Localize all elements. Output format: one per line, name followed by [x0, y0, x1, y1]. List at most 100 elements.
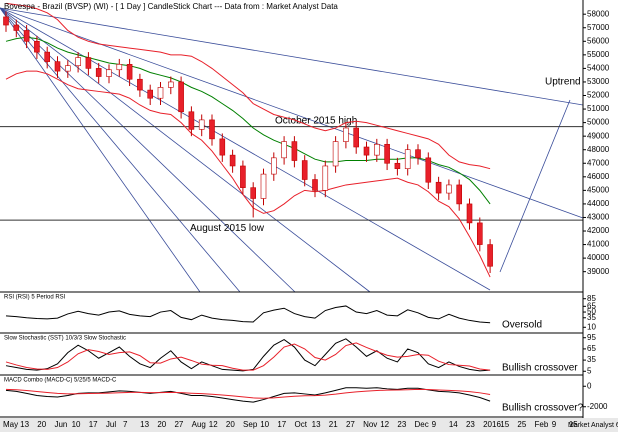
chart-title: Bovespa - Brazil (BVSP) (WI) - [ 1 Day ]…: [4, 2, 338, 11]
fan-line: [0, 7, 491, 291]
candle-body: [466, 203, 473, 224]
y-tick-label: 51000: [587, 104, 610, 113]
x-tick-label: Dec: [415, 420, 429, 429]
candle-body: [373, 143, 380, 156]
fan-line: [0, 7, 371, 293]
fan-line: [0, 7, 201, 293]
candle-body: [168, 81, 174, 88]
indicator-line: [5, 388, 491, 399]
candle-body: [34, 40, 40, 53]
y-tick-label: 44000: [587, 199, 610, 208]
y-tick-label: 41000: [587, 240, 610, 249]
x-tick-label: 13: [312, 420, 321, 429]
fan-line: [0, 7, 584, 219]
candle-body: [291, 141, 298, 161]
candle-body: [116, 64, 123, 71]
x-tick-label: Aug: [192, 420, 206, 429]
y-tick-label: 55000: [587, 50, 610, 59]
candle-body: [476, 222, 483, 245]
x-tick-label: May: [3, 420, 18, 429]
candle-body: [178, 81, 184, 113]
y-tick-label: 54000: [587, 64, 610, 73]
candle-body: [394, 162, 401, 169]
y-tick-label: 48000: [587, 145, 610, 154]
x-tick-label: 20: [226, 420, 235, 429]
x-tick-label: 15: [500, 420, 509, 429]
annotation: Oversold: [502, 320, 542, 331]
fan-lines: [0, 7, 584, 293]
candle-body: [209, 119, 215, 140]
candle-body: [23, 30, 30, 42]
x-tick-label: 21: [329, 420, 338, 429]
y-tick-label: 57000: [587, 23, 610, 32]
candle-body: [106, 69, 112, 77]
candle-body: [250, 187, 256, 199]
level-label: August 2015 low: [190, 223, 265, 234]
x-tick-label: Oct: [295, 420, 308, 429]
x-tick-label: 9: [552, 420, 557, 429]
indicator-line: [5, 342, 491, 371]
x-tick-label: 20: [37, 420, 46, 429]
x-tick-label: 17: [89, 420, 98, 429]
fan-line: [0, 7, 241, 293]
y-tick-label: 47000: [587, 158, 610, 167]
y-tick-label: 49000: [587, 131, 610, 140]
x-tick-label: 14: [449, 420, 458, 429]
candle-body: [157, 87, 164, 99]
candle-body: [332, 141, 339, 167]
y-tick-label: 42000: [587, 226, 610, 235]
candle-body: [85, 57, 92, 69]
x-tick-label: 20: [157, 420, 166, 429]
x-tick-label: Jul: [106, 420, 116, 429]
x-tick-label: Feb: [535, 420, 549, 429]
candle-body: [95, 68, 102, 77]
y-tick-label: 43000: [587, 213, 610, 222]
candle-body: [260, 173, 267, 199]
candle-body: [363, 146, 370, 156]
candle-body: [126, 64, 133, 80]
x-tick-label: 9: [432, 420, 437, 429]
y-tick-label: 52000: [587, 91, 610, 100]
y-tick-label: 50000: [587, 118, 610, 127]
candle-body: [270, 157, 277, 175]
y-tick-label: 35: [587, 355, 596, 364]
footer: Market Analyst 6: [568, 422, 618, 429]
candle-body: [13, 24, 20, 31]
y-tick-label: 50: [587, 307, 596, 316]
y-tick-label: 39000: [587, 267, 610, 276]
x-tick-label: Sep: [243, 420, 258, 429]
x-tick-label: 12: [209, 420, 218, 429]
x-tick-label: Jun: [54, 420, 67, 429]
x-tick-label: 23: [466, 420, 475, 429]
y-tick-label: 56000: [587, 36, 610, 45]
y-tick-label: 85: [587, 294, 596, 303]
x-tick-label: 7: [123, 420, 128, 429]
indicator-line: [5, 305, 491, 324]
y-tick-label: 35: [587, 313, 596, 322]
x-tick-label: 2016: [483, 420, 501, 429]
candle-body: [229, 154, 236, 167]
candle-body: [137, 78, 143, 91]
x-tick-label: Nov: [363, 420, 377, 429]
candle-body: [3, 16, 9, 26]
annotation: Bullish crossover?: [502, 403, 584, 414]
axis-bg: [583, 0, 618, 418]
y-tick-label: 40000: [587, 253, 610, 262]
x-tick-label: 23: [397, 420, 406, 429]
y-tick-label: 0: [587, 381, 592, 390]
candle-body: [240, 165, 246, 188]
candle-body: [281, 141, 287, 159]
candle-body: [322, 165, 329, 191]
candle-body: [425, 157, 432, 183]
y-tick-label: 53000: [587, 77, 610, 86]
indicator-line: [5, 387, 491, 403]
y-tick-label: 45000: [587, 185, 610, 194]
y-tick-label: -2000: [587, 402, 608, 411]
candle-body: [147, 89, 153, 99]
level-label: October 2015 high: [275, 115, 357, 126]
candle-body: [65, 65, 71, 72]
candle-body: [301, 160, 308, 180]
fan-line: [0, 7, 584, 106]
